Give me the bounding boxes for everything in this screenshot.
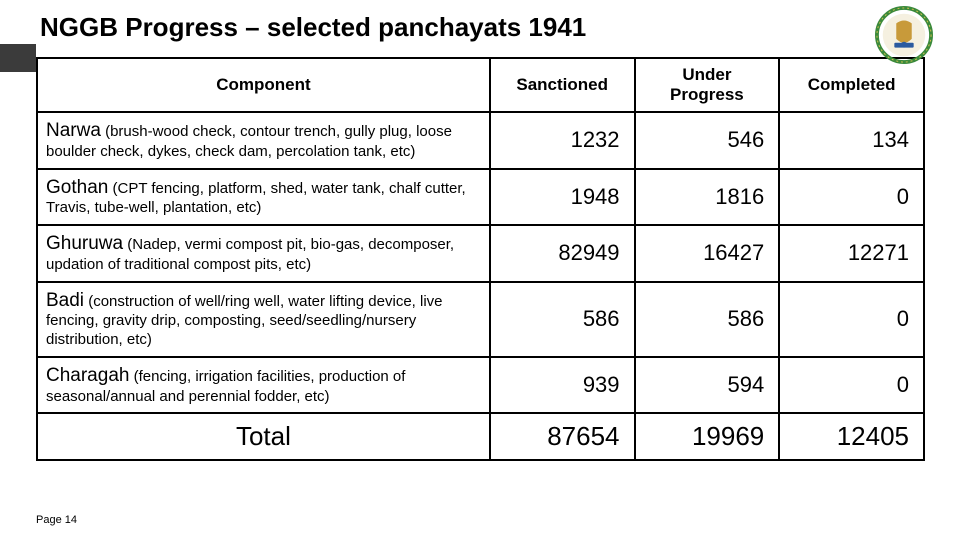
cell-under: 16427 — [635, 225, 780, 282]
table-row: Narwa (brush-wood check, contour trench,… — [37, 112, 924, 169]
cell-sanctioned: 82949 — [490, 225, 635, 282]
cell-component: Ghuruwa (Nadep, vermi compost pit, bio-g… — [37, 225, 490, 282]
cell-component: Gothan (CPT fencing, platform, shed, wat… — [37, 169, 490, 226]
cell-completed: 12271 — [779, 225, 924, 282]
cell-under: 594 — [635, 357, 780, 414]
table-row: Ghuruwa (Nadep, vermi compost pit, bio-g… — [37, 225, 924, 282]
component-name: Charagah — [46, 365, 129, 386]
total-sanctioned: 87654 — [490, 413, 635, 460]
component-desc: (CPT fencing, platform, shed, water tank… — [46, 180, 466, 217]
accent-bar — [0, 44, 36, 72]
total-under: 19969 — [635, 413, 780, 460]
cell-completed: 134 — [779, 112, 924, 169]
table-row: Badi (construction of well/ring well, wa… — [37, 282, 924, 357]
cell-under: 1816 — [635, 169, 780, 226]
cell-sanctioned: 1232 — [490, 112, 635, 169]
col-under-progress: Under Progress — [635, 58, 780, 112]
component-name: Narwa — [46, 120, 101, 141]
table-header-row: Component Sanctioned Under Progress Comp… — [37, 58, 924, 112]
cell-completed: 0 — [779, 282, 924, 357]
page-number: Page 14 — [36, 514, 77, 526]
progress-table: Component Sanctioned Under Progress Comp… — [36, 57, 925, 461]
cell-component: Charagah (fencing, irrigation facilities… — [37, 357, 490, 414]
component-name: Badi — [46, 290, 84, 311]
cell-under: 546 — [635, 112, 780, 169]
col-sanctioned: Sanctioned — [490, 58, 635, 112]
table-row: Gothan (CPT fencing, platform, shed, wat… — [37, 169, 924, 226]
cell-sanctioned: 1948 — [490, 169, 635, 226]
table-total-row: Total876541996912405 — [37, 413, 924, 460]
cell-sanctioned: 586 — [490, 282, 635, 357]
cell-component: Badi (construction of well/ring well, wa… — [37, 282, 490, 357]
emblem-logo — [875, 6, 933, 64]
total-completed: 12405 — [779, 413, 924, 460]
cell-under: 586 — [635, 282, 780, 357]
cell-completed: 0 — [779, 169, 924, 226]
component-desc: (brush-wood check, contour trench, gully… — [46, 123, 452, 160]
cell-component: Narwa (brush-wood check, contour trench,… — [37, 112, 490, 169]
cell-completed: 0 — [779, 357, 924, 414]
total-label: Total — [37, 413, 490, 460]
col-component: Component — [37, 58, 490, 112]
component-desc: (construction of well/ring well, water l… — [46, 293, 443, 349]
page-title: NGGB Progress – selected panchayats 1941 — [40, 12, 925, 43]
table-row: Charagah (fencing, irrigation facilities… — [37, 357, 924, 414]
cell-sanctioned: 939 — [490, 357, 635, 414]
component-name: Ghuruwa — [46, 233, 123, 254]
col-completed: Completed — [779, 58, 924, 112]
component-name: Gothan — [46, 177, 108, 198]
